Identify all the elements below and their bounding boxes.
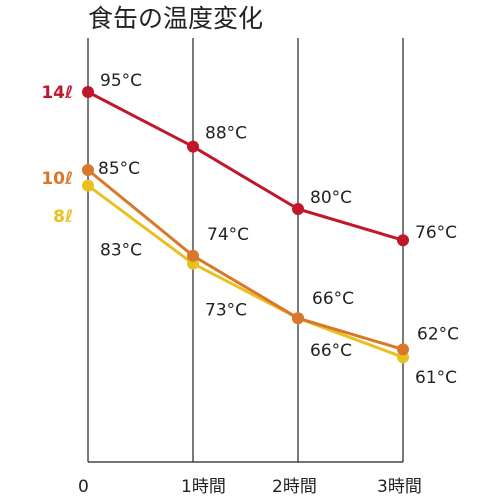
data-label: 62°C: [417, 324, 459, 344]
series-name-label: 8ℓ: [53, 207, 73, 227]
grid-lines: [87, 38, 404, 463]
x-tick-label: 0: [78, 477, 89, 497]
data-point: [82, 179, 94, 192]
data-label: 61°C: [415, 368, 457, 388]
data-label: 95°C: [100, 71, 142, 91]
data-label: 74°C: [207, 225, 249, 245]
chart-title: 食缶の温度変化: [88, 4, 263, 33]
series-2: 83°C 73°C 66°C 61°C 8ℓ: [53, 179, 457, 388]
data-point: [187, 249, 199, 262]
data-point: [187, 140, 199, 153]
data-label: 83°C: [100, 241, 142, 261]
data-point: [397, 234, 409, 247]
x-axis-ticks: 0 1時間 2時間 3時間: [78, 477, 422, 497]
series-name-label: 10ℓ: [41, 169, 73, 189]
series-0: 95°C 88°C 80°C 76°C 14ℓ: [41, 71, 457, 247]
data-point: [82, 164, 94, 176]
data-point: [292, 312, 304, 325]
data-label: 66°C: [312, 289, 354, 309]
series-line: [87, 90, 404, 242]
data-label: 85°C: [98, 159, 140, 179]
x-tick-label: 2時間: [272, 477, 317, 497]
x-tick-label: 3時間: [377, 477, 422, 497]
x-tick-label: 1時間: [181, 477, 226, 497]
data-label: 73°C: [205, 301, 247, 321]
data-point: [397, 343, 409, 356]
series-name-label: 14ℓ: [41, 83, 73, 103]
data-label: 76°C: [415, 223, 457, 243]
series-group: 83°C73°C66°C61°C8ℓ85°C74°C66°C62°C10ℓ95°…: [41, 71, 459, 388]
data-label: 88°C: [205, 124, 247, 144]
series-line: [87, 184, 404, 359]
series-1: 85°C 74°C 66°C 62°C 10ℓ: [41, 159, 459, 356]
data-point: [292, 203, 304, 215]
data-label: 66°C: [310, 341, 352, 361]
series-line: [87, 168, 404, 351]
data-point: [82, 86, 94, 98]
data-label: 80°C: [310, 188, 352, 208]
